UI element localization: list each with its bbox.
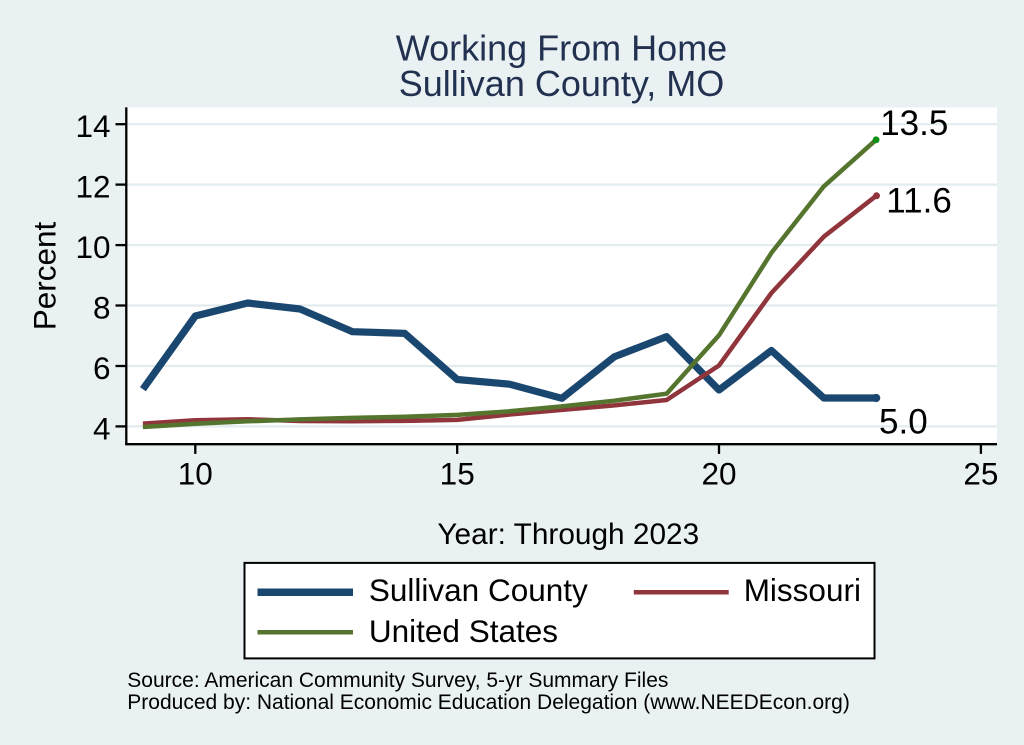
svg-text:12: 12 — [75, 169, 110, 205]
svg-text:6: 6 — [93, 350, 111, 386]
svg-text:Sullivan County, MO: Sullivan County, MO — [399, 63, 724, 104]
svg-text:Source: American Community Sur: Source: American Community Survey, 5-yr … — [127, 669, 668, 692]
svg-text:20: 20 — [701, 456, 736, 492]
svg-text:10: 10 — [75, 229, 110, 265]
svg-text:15: 15 — [440, 456, 475, 492]
svg-text:Working From Home: Working From Home — [396, 27, 727, 68]
svg-text:25: 25 — [963, 456, 998, 492]
svg-text:Missouri: Missouri — [744, 572, 861, 608]
svg-text:13.5: 13.5 — [880, 104, 948, 143]
svg-text:11.6: 11.6 — [886, 181, 952, 220]
svg-text:5.0: 5.0 — [879, 403, 928, 442]
svg-text:Percent: Percent — [26, 221, 62, 330]
svg-text:4: 4 — [93, 410, 111, 446]
svg-text:Year: Through 2023: Year: Through 2023 — [437, 518, 699, 551]
svg-text:Sullivan County: Sullivan County — [369, 572, 588, 608]
svg-text:United States: United States — [369, 613, 558, 649]
svg-text:10: 10 — [178, 456, 213, 492]
svg-text:Produced by: National Economic: Produced by: National Economic Education… — [127, 691, 850, 714]
svg-text:8: 8 — [93, 289, 111, 325]
svg-text:14: 14 — [75, 108, 110, 144]
